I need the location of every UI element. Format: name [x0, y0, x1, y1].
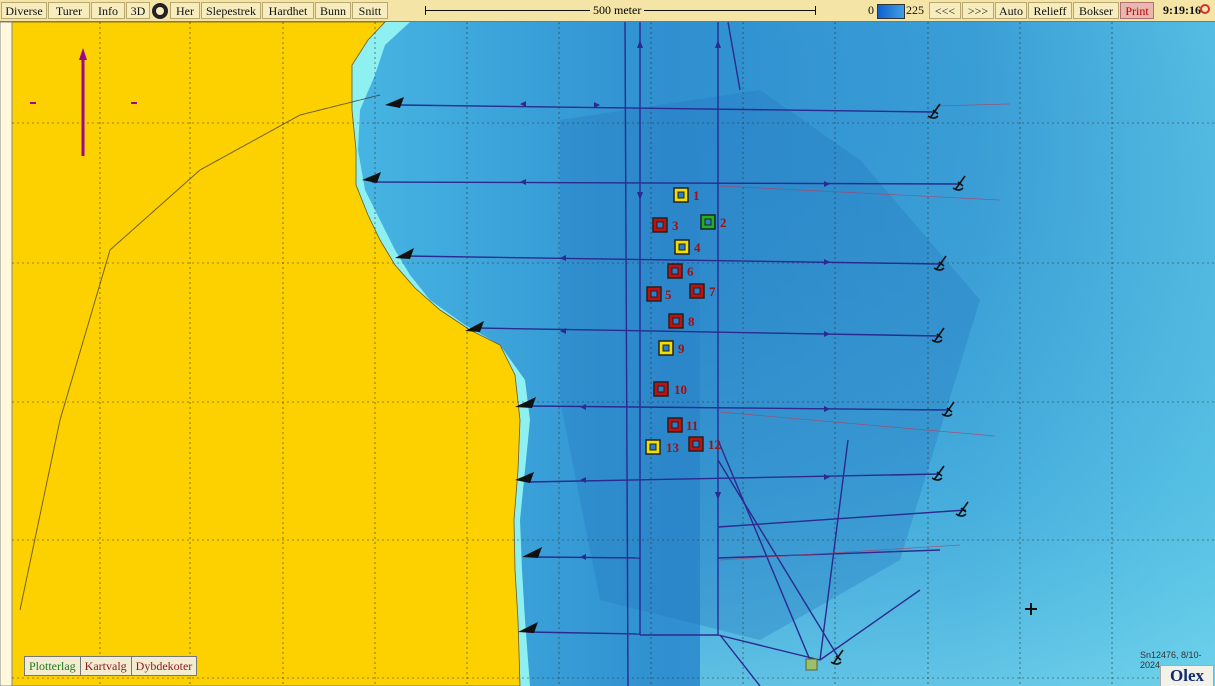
scale-bar-left-tick [425, 6, 426, 15]
menu-snitt[interactable]: Snitt [352, 2, 388, 19]
relieff-button[interactable]: Relieff [1028, 2, 1072, 19]
marker-9: 9 [658, 340, 685, 356]
depth-min: 0 [868, 3, 874, 17]
waypoint-markers: 1 2 3 4 5 6 7 8 9 10 11 12 13 [645, 187, 727, 455]
menu-diverse[interactable]: Diverse [1, 2, 47, 19]
marker-4: 4 [674, 239, 701, 255]
track-arrows [520, 40, 830, 560]
svg-text:1: 1 [693, 188, 700, 203]
depth-max: 225 [906, 3, 924, 17]
svg-text:10: 10 [674, 382, 687, 397]
tab-plotterlag[interactable]: Plotterlag [25, 657, 81, 675]
svg-text:3: 3 [672, 218, 679, 233]
chart-map[interactable]: 1 2 3 4 5 6 7 8 9 10 11 12 13 [0, 22, 1215, 686]
menu-hardhet[interactable]: Hardhet [262, 2, 314, 19]
depth-color-bar[interactable] [877, 4, 905, 19]
bokser-button[interactable]: Bokser [1073, 2, 1119, 19]
menu-slepestrek[interactable]: Slepestrek [201, 2, 261, 19]
marker-8: 8 [668, 313, 695, 329]
menu-her[interactable]: Her [170, 2, 200, 19]
marker-2: 2 [700, 214, 727, 230]
menu-bunn[interactable]: Bunn [315, 2, 351, 19]
svg-text:5: 5 [665, 287, 672, 302]
top-toolbar: Diverse Turer Info 3D Her Slepestrek Har… [0, 0, 1215, 22]
marker-10: 10 [653, 381, 687, 397]
marker-1: 1 [673, 187, 700, 203]
nav-back-button[interactable]: <<< [929, 2, 961, 19]
tracks [371, 22, 967, 686]
marker-7: 7 [689, 283, 716, 299]
svg-text:8: 8 [688, 314, 695, 329]
start-arrows [362, 97, 542, 633]
marker-3: 3 [652, 217, 679, 233]
tab-dybdekoter[interactable]: Dybdekoter [135, 659, 193, 673]
license-text: Sn12476, 8/10-2024 [1140, 650, 1202, 670]
menu-info[interactable]: Info [91, 2, 125, 19]
svg-text:4: 4 [694, 240, 701, 255]
marker-12: 12 [688, 436, 721, 452]
marker-5: 5 [646, 286, 672, 302]
marker-11: 11 [667, 417, 698, 433]
auto-button[interactable]: Auto [995, 2, 1027, 19]
menu-turer[interactable]: Turer [48, 2, 90, 19]
svg-text:7: 7 [709, 284, 716, 299]
marker-13: 13 [645, 439, 680, 455]
land-area [11, 22, 521, 686]
svg-text:6: 6 [687, 264, 694, 279]
svg-text:12: 12 [708, 437, 721, 452]
marker-6: 6 [667, 263, 694, 279]
cursor-plus-icon [1025, 603, 1037, 615]
scale-bar-right-tick [815, 6, 816, 15]
print-button[interactable]: Print [1120, 2, 1154, 19]
chart-grid [12, 22, 1215, 686]
olex-logo: Olex [1160, 665, 1214, 686]
center-target-icon[interactable] [152, 3, 168, 19]
layer-tabs: Plotterlag Kartvalg Dybdekoter [24, 656, 198, 676]
anchor-icons [830, 103, 969, 665]
svg-text:13: 13 [666, 440, 680, 455]
svg-text:2: 2 [720, 215, 727, 230]
scale-label: 500 meter [590, 2, 645, 19]
tab-kartvalg[interactable]: Kartvalg [81, 657, 132, 675]
clock: 9:19:16 [1163, 3, 1201, 17]
nav-forward-button[interactable]: >>> [962, 2, 994, 19]
status-indicator-icon [1200, 4, 1210, 14]
menu-3d[interactable]: 3D [126, 2, 150, 19]
svg-text:9: 9 [678, 341, 685, 356]
svg-text:11: 11 [686, 418, 698, 433]
